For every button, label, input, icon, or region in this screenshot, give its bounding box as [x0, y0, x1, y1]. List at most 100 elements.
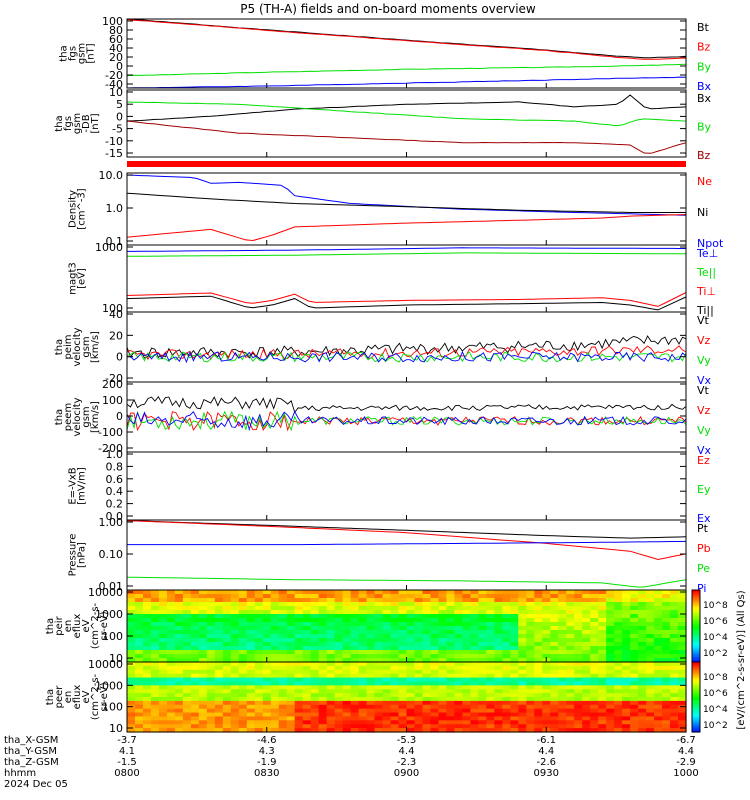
heatmap-cell: [374, 728, 384, 733]
y-tick-label: 20: [109, 329, 123, 342]
heatmap-cell: [150, 689, 160, 694]
heatmap-cell: [550, 677, 559, 683]
heatmap-cell: [286, 614, 296, 619]
heatmap-cell: [478, 630, 487, 635]
heatmap-cell: [350, 697, 360, 702]
heatmap-cell: [358, 677, 368, 683]
heatmap-cell: [174, 689, 184, 694]
figure-title: P5 (TH-A) fields and on-board moments ov…: [240, 2, 536, 16]
heatmap-cell: [590, 728, 599, 733]
heatmap-cell: [502, 665, 511, 671]
heatmap-cell: [502, 693, 511, 698]
heatmap-cell: [382, 650, 392, 655]
heatmap-cell: [382, 634, 392, 639]
heatmap-cell: [550, 622, 559, 627]
heatmap-cell: [662, 590, 671, 595]
heatmap-cell: [454, 598, 463, 603]
heatmap-cell: [462, 654, 471, 659]
heatmap-cell: [606, 693, 615, 698]
heatmap-cell: [134, 677, 144, 683]
heatmap-cell: [406, 634, 416, 639]
heatmap-cell: [654, 610, 663, 615]
y-axis-label: tha: [54, 409, 65, 425]
heatmap-cell: [278, 642, 288, 647]
heatmap-cell: [158, 650, 168, 655]
heatmap-cell: [654, 602, 663, 607]
heatmap-cell: [470, 614, 479, 619]
heatmap-cell: [238, 642, 248, 647]
heatmap-cell: [670, 708, 679, 714]
heatmap-cell: [342, 693, 352, 698]
y-tick-label: 0: [116, 410, 123, 423]
heatmap-cell: [222, 662, 232, 667]
heatmap-cell: [462, 630, 471, 635]
heatmap-cell: [302, 724, 312, 729]
heatmap-cell: [350, 630, 360, 635]
heatmap-cell: [302, 650, 312, 655]
heatmap-cell: [598, 697, 607, 702]
heatmap-cell: [470, 704, 479, 710]
heatmap-cell: [462, 693, 471, 698]
heatmap-cell: [190, 704, 200, 710]
heatmap-cell: [390, 594, 400, 599]
heatmap-cell: [454, 630, 463, 635]
heatmap-cell: [670, 626, 679, 631]
heatmap-cell: [262, 700, 272, 706]
heatmap-cell: [278, 689, 288, 694]
heatmap-cell: [670, 689, 679, 694]
heatmap-cell: [358, 716, 368, 721]
heatmap-cell: [518, 630, 527, 635]
heatmap-cell: [454, 614, 463, 619]
heatmap-cell: [166, 677, 176, 683]
heatmap-cell: [182, 693, 192, 698]
heatmap-cell: [422, 626, 432, 631]
heatmap-cell: [310, 724, 320, 729]
heatmap-cell: [558, 720, 567, 725]
heatmap-cell: [286, 634, 296, 639]
colorbar-segment: [692, 687, 700, 691]
heatmap-cell: [270, 716, 280, 721]
heatmap-cell: [638, 654, 647, 659]
heatmap-cell: [134, 673, 144, 679]
heatmap-cell: [142, 665, 152, 671]
heatmap-cell: [342, 630, 352, 635]
heatmap-cell: [342, 626, 352, 631]
heatmap-cell: [502, 614, 511, 619]
heatmap-cell: [398, 689, 408, 694]
heatmap-cell: [350, 654, 360, 659]
heatmap-cell: [342, 598, 352, 603]
heatmap-cell: [654, 708, 663, 714]
heatmap-cell: [582, 665, 591, 671]
heatmap-cell: [238, 654, 248, 659]
heatmap-cell: [158, 685, 168, 690]
heatmap-cell: [366, 685, 376, 690]
heatmap-cell: [406, 626, 416, 631]
heatmap-cell: [286, 598, 296, 603]
heatmap-cell: [542, 716, 551, 721]
heatmap-cell: [302, 673, 312, 679]
legend-entry: Bt: [697, 21, 710, 34]
heatmap-cell: [590, 697, 599, 702]
heatmap-cell: [334, 724, 344, 729]
heatmap-cell: [254, 598, 264, 603]
heatmap-cell: [182, 606, 192, 611]
heatmap-cell: [638, 673, 647, 679]
heatmap-cell: [142, 704, 152, 710]
heatmap-cell: [270, 634, 280, 639]
heatmap-cell: [134, 618, 144, 623]
heatmap-cell: [422, 662, 432, 667]
heatmap-cell: [358, 724, 368, 729]
y-axis-label: peer: [54, 685, 65, 709]
heatmap-cell: [342, 602, 352, 607]
heatmap-cell: [127, 669, 136, 675]
heatmap-cell: [350, 594, 360, 599]
heatmap-cell: [318, 606, 328, 611]
heatmap-cell: [430, 650, 440, 655]
heatmap-cell: [214, 704, 224, 710]
heatmap-cell: [334, 626, 344, 631]
heatmap-cell: [574, 708, 583, 714]
heatmap-cell: [166, 700, 176, 706]
heatmap-cell: [566, 697, 575, 702]
heatmap-cell: [422, 685, 432, 690]
heatmap-cell: [430, 662, 440, 667]
